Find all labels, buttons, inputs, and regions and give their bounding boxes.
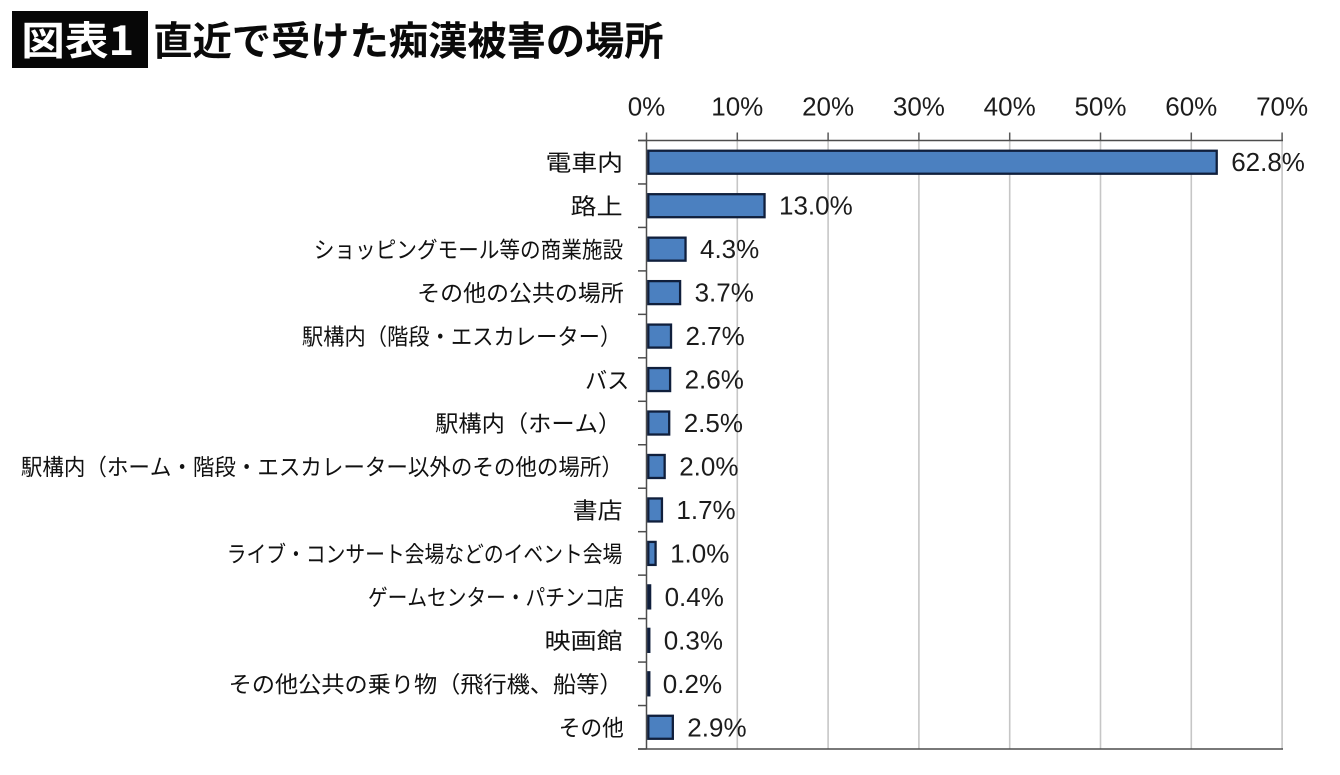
svg-text:2.0%: 2.0% <box>679 451 738 481</box>
svg-text:1.0%: 1.0% <box>670 538 729 568</box>
svg-text:2.7%: 2.7% <box>686 321 745 351</box>
svg-text:50%: 50% <box>1074 92 1126 122</box>
svg-text:0.3%: 0.3% <box>664 625 723 655</box>
svg-text:4.3%: 4.3% <box>700 234 759 264</box>
svg-text:0.2%: 0.2% <box>663 669 722 699</box>
svg-text:30%: 30% <box>893 92 945 122</box>
svg-text:1.7%: 1.7% <box>676 495 735 525</box>
svg-text:20%: 20% <box>802 92 854 122</box>
svg-text:13.0%: 13.0% <box>779 191 853 221</box>
svg-text:10%: 10% <box>711 92 763 122</box>
svg-text:40%: 40% <box>984 92 1036 122</box>
svg-text:62.8%: 62.8% <box>1231 147 1305 177</box>
svg-text:70%: 70% <box>1256 92 1308 122</box>
svg-text:3.7%: 3.7% <box>695 278 754 308</box>
svg-text:2.5%: 2.5% <box>684 408 743 438</box>
svg-text:0.4%: 0.4% <box>665 582 724 612</box>
svg-text:2.6%: 2.6% <box>685 365 744 395</box>
svg-text:0%: 0% <box>628 92 666 122</box>
svg-text:2.9%: 2.9% <box>687 712 746 742</box>
svg-text:60%: 60% <box>1165 92 1217 122</box>
